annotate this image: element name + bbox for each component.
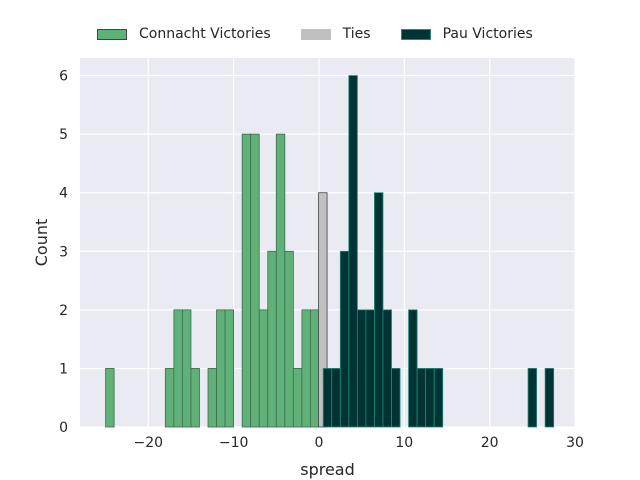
- y-tick-labels: 0 1 2 3 4 5 6: [59, 69, 68, 436]
- bar-pau-victories: [365, 309, 375, 428]
- y-tick-label: 1: [59, 361, 68, 377]
- x-axis-label: spread: [300, 460, 355, 479]
- y-axis-label: Count: [32, 219, 51, 267]
- bar-pau-victories: [391, 368, 401, 428]
- bar-pau-victories: [382, 309, 392, 428]
- bar-connacht-victories: [173, 309, 183, 428]
- grid-lines: [80, 58, 576, 428]
- bar-connacht-victories: [207, 368, 217, 428]
- bar-connacht-victories: [224, 309, 235, 428]
- y-tick-label: 3: [59, 244, 68, 260]
- x-tick-label: 0: [315, 435, 324, 451]
- bar-connacht-victories: [292, 368, 303, 428]
- y-tick-label: 6: [59, 69, 68, 85]
- x-tick-label: −20: [134, 435, 164, 451]
- plot-area: [80, 58, 575, 427]
- bar-pau-victories: [339, 250, 350, 428]
- y-tick-label: 2: [59, 303, 68, 319]
- bar-pau-victories: [322, 368, 333, 428]
- bar-connacht-victories: [301, 309, 311, 428]
- y-tick-label: 4: [59, 186, 68, 202]
- legend-swatch-pau: [400, 28, 431, 40]
- bar-pau-victories: [331, 368, 341, 428]
- bar-connacht-victories: [216, 309, 226, 428]
- bar-ties: [318, 192, 328, 428]
- bar-connacht-victories: [284, 250, 294, 428]
- bar-connacht-victories: [258, 309, 269, 428]
- bar-connacht-victories: [190, 368, 200, 428]
- bar-pau-victories: [433, 368, 444, 428]
- x-tick-label: 30: [566, 435, 584, 451]
- bar-pau-victories: [425, 368, 435, 428]
- bar-connacht-victories: [105, 368, 115, 428]
- bar-pau-victories: [416, 368, 427, 428]
- legend-label-connacht: Connacht Victories: [139, 26, 271, 42]
- bar-connacht-victories: [182, 309, 192, 428]
- legend-item-connacht: Connacht Victories: [97, 26, 271, 42]
- bar-connacht-victories: [267, 250, 277, 428]
- x-tick-label: 20: [481, 435, 499, 451]
- legend-label-ties: Ties: [342, 26, 371, 42]
- bar-pau-victories: [544, 368, 555, 428]
- legend-swatch-ties: [300, 28, 331, 40]
- bar-pau-victories: [374, 192, 384, 428]
- bar-connacht-victories: [164, 368, 175, 428]
- legend-label-pau: Pau Victories: [442, 26, 533, 42]
- bar-pau-victories: [356, 309, 367, 428]
- y-tick-label: 0: [59, 420, 68, 436]
- legend: Connacht Victories Ties Pau Victories: [97, 26, 563, 42]
- bars: [105, 75, 555, 428]
- bar-connacht-victories: [275, 133, 286, 428]
- legend-item-ties: Ties: [300, 26, 371, 42]
- bar-pau-victories: [408, 309, 418, 428]
- bar-connacht-victories: [310, 309, 320, 428]
- bar-connacht-victories: [250, 133, 260, 428]
- x-tick-labels: −20 −10 0 10 20 30: [134, 435, 584, 451]
- y-tick-label: 5: [59, 127, 68, 143]
- bar-connacht-victories: [241, 133, 252, 428]
- x-tick-label: −10: [219, 435, 249, 451]
- bar-pau-victories: [348, 75, 358, 428]
- legend-item-pau: Pau Victories: [400, 26, 533, 42]
- legend-swatch-connacht: [97, 28, 127, 40]
- bar-pau-victories: [527, 368, 537, 428]
- x-tick-label: 10: [395, 435, 413, 451]
